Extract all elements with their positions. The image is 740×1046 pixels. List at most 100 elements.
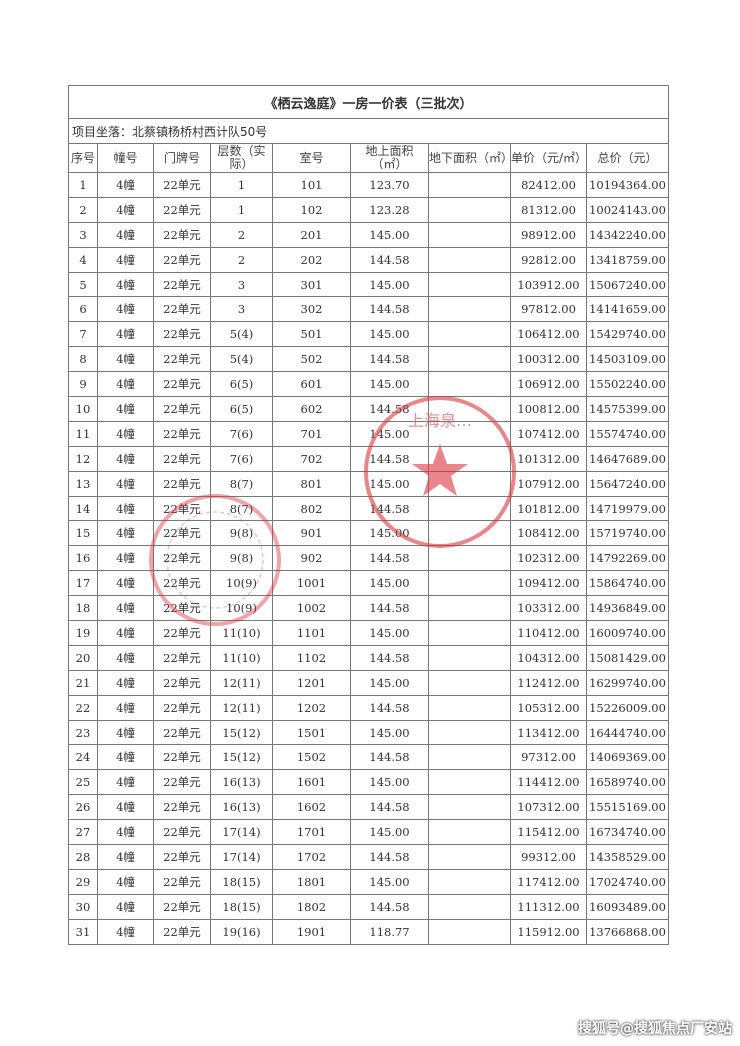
above-ground-area-cell: 144.58	[350, 296, 429, 323]
underground-area-cell	[428, 719, 511, 746]
room-cell: 1801	[272, 868, 351, 895]
unit-price-cell: 104312.00	[510, 644, 587, 671]
unit-cell: 22单元	[153, 794, 211, 821]
underground-area-cell	[428, 520, 511, 547]
column-header: 地下面积（㎡）	[428, 143, 513, 173]
watermark: 搜狐号@搜狐焦点厂安站	[578, 1021, 732, 1037]
underground-area-cell	[428, 396, 511, 422]
unit-cell: 22单元	[153, 669, 211, 696]
above-ground-area-cell: 145.00	[350, 620, 429, 646]
unit-price-cell: 100312.00	[510, 346, 587, 373]
total-price-cell: 15067240.00	[585, 271, 670, 298]
total-price-cell: 15429740.00	[585, 321, 670, 348]
room-cell: 201	[272, 221, 351, 248]
above-ground-area-cell: 144.58	[350, 246, 429, 273]
unit-cell: 22单元	[153, 769, 211, 796]
header-row: 序号 幢号 门牌号 层数（实际） 室号 地上面积（㎡） 地下面积（㎡） 单价（元/㎡） 总价（元…	[68, 143, 670, 173]
room-cell: 302	[272, 296, 351, 323]
above-ground-area-cell: 145.00	[350, 719, 429, 746]
building-cell: 4幢	[97, 868, 154, 895]
unit-price-cell: 117412.00	[510, 868, 587, 895]
table-row: 11 4幢 22单元 7(6) 701 145.00 107412.00 15574740.0…	[68, 420, 670, 447]
row-number-cell: 19	[68, 620, 98, 646]
unit-cell: 22单元	[153, 271, 211, 298]
total-price-cell: 14141659.00	[585, 296, 670, 323]
row-number-cell: 30	[68, 893, 98, 920]
floor-cell: 8(7)	[210, 470, 273, 497]
total-price-cell: 16093489.00	[585, 893, 670, 920]
unit-cell: 22单元	[153, 819, 211, 846]
underground-area-cell	[428, 346, 511, 373]
unit-cell: 22单元	[153, 396, 211, 422]
unit-cell: 22单元	[153, 893, 211, 920]
room-cell: 1102	[272, 644, 351, 671]
total-price-cell: 16299740.00	[585, 669, 670, 696]
building-cell: 4幢	[97, 172, 154, 198]
table-row: 22 4幢 22单元 12(11) 1202 144.58 105312.00 1522600…	[68, 694, 670, 721]
building-cell: 4幢	[97, 893, 154, 920]
underground-area-cell	[428, 420, 511, 447]
row-number-cell: 4	[68, 246, 98, 273]
unit-price-cell: 98912.00	[510, 221, 587, 248]
room-cell: 1702	[272, 844, 351, 870]
above-ground-area-cell: 144.58	[350, 893, 429, 920]
unit-price-cell: 97812.00	[510, 296, 587, 323]
unit-price-cell: 115412.00	[510, 819, 587, 846]
room-cell: 801	[272, 470, 351, 497]
room-cell: 602	[272, 396, 351, 422]
table-row: 30 4幢 22单元 18(15) 1802 144.58 111312.00 1609348…	[68, 893, 670, 920]
unit-cell: 22单元	[153, 445, 211, 472]
unit-cell: 22单元	[153, 246, 211, 273]
above-ground-area-cell: 145.00	[350, 520, 429, 547]
building-cell: 4幢	[97, 271, 154, 298]
unit-price-cell: 106412.00	[510, 321, 587, 348]
above-ground-area-cell: 145.00	[350, 570, 429, 597]
unit-price-cell: 108412.00	[510, 520, 587, 547]
underground-area-cell	[428, 545, 511, 572]
column-header: 总价（元）	[585, 143, 670, 173]
underground-area-cell	[428, 296, 511, 323]
unit-cell: 22单元	[153, 844, 211, 870]
table-row: 2 4幢 22单元 1 102 123.28 81312.00 10024143.00	[68, 196, 670, 223]
row-number-cell: 15	[68, 520, 98, 547]
building-cell: 4幢	[97, 246, 154, 273]
row-number-cell: 8	[68, 346, 98, 373]
project-address: 项目坐落：北蔡镇杨桥村西计队50号	[67, 118, 670, 144]
table-row: 9 4幢 22单元 6(5) 601 145.00 106912.00 15502240.00	[68, 371, 670, 398]
floor-cell: 15(12)	[210, 719, 273, 746]
unit-price-cell: 114412.00	[510, 769, 587, 796]
floor-cell: 12(11)	[210, 669, 273, 696]
row-number-cell: 27	[68, 819, 98, 846]
floor-cell: 16(13)	[210, 794, 273, 821]
room-cell: 202	[272, 246, 351, 273]
building-cell: 4幢	[97, 669, 154, 696]
unit-price-cell: 106912.00	[510, 371, 587, 398]
underground-area-cell	[428, 794, 511, 821]
total-price-cell: 14936849.00	[585, 595, 670, 622]
row-number-cell: 26	[68, 794, 98, 821]
column-header: 序号	[68, 143, 98, 173]
floor-cell: 6(5)	[210, 371, 273, 398]
above-ground-area-cell: 145.00	[350, 819, 429, 846]
room-cell: 902	[272, 545, 351, 572]
building-cell: 4幢	[97, 371, 154, 398]
row-number-cell: 11	[68, 420, 98, 447]
total-price-cell: 16009740.00	[585, 620, 670, 646]
building-cell: 4幢	[97, 620, 154, 646]
unit-cell: 22单元	[153, 495, 211, 522]
unit-cell: 22单元	[153, 172, 211, 198]
building-cell: 4幢	[97, 420, 154, 447]
room-cell: 102	[272, 196, 351, 223]
above-ground-area-cell: 145.00	[350, 221, 429, 248]
total-price-cell: 17024740.00	[585, 868, 670, 895]
unit-price-cell: 112412.00	[510, 669, 587, 696]
table-row: 21 4幢 22单元 12(11) 1201 145.00 112412.00 1629974…	[68, 669, 670, 696]
floor-cell: 11(10)	[210, 644, 273, 671]
building-cell: 4幢	[97, 694, 154, 721]
floor-cell: 19(16)	[210, 918, 273, 945]
room-cell: 1501	[272, 719, 351, 746]
building-cell: 4幢	[97, 644, 154, 671]
row-number-cell: 1	[68, 172, 98, 198]
floor-cell: 2	[210, 221, 273, 248]
underground-area-cell	[428, 595, 511, 622]
